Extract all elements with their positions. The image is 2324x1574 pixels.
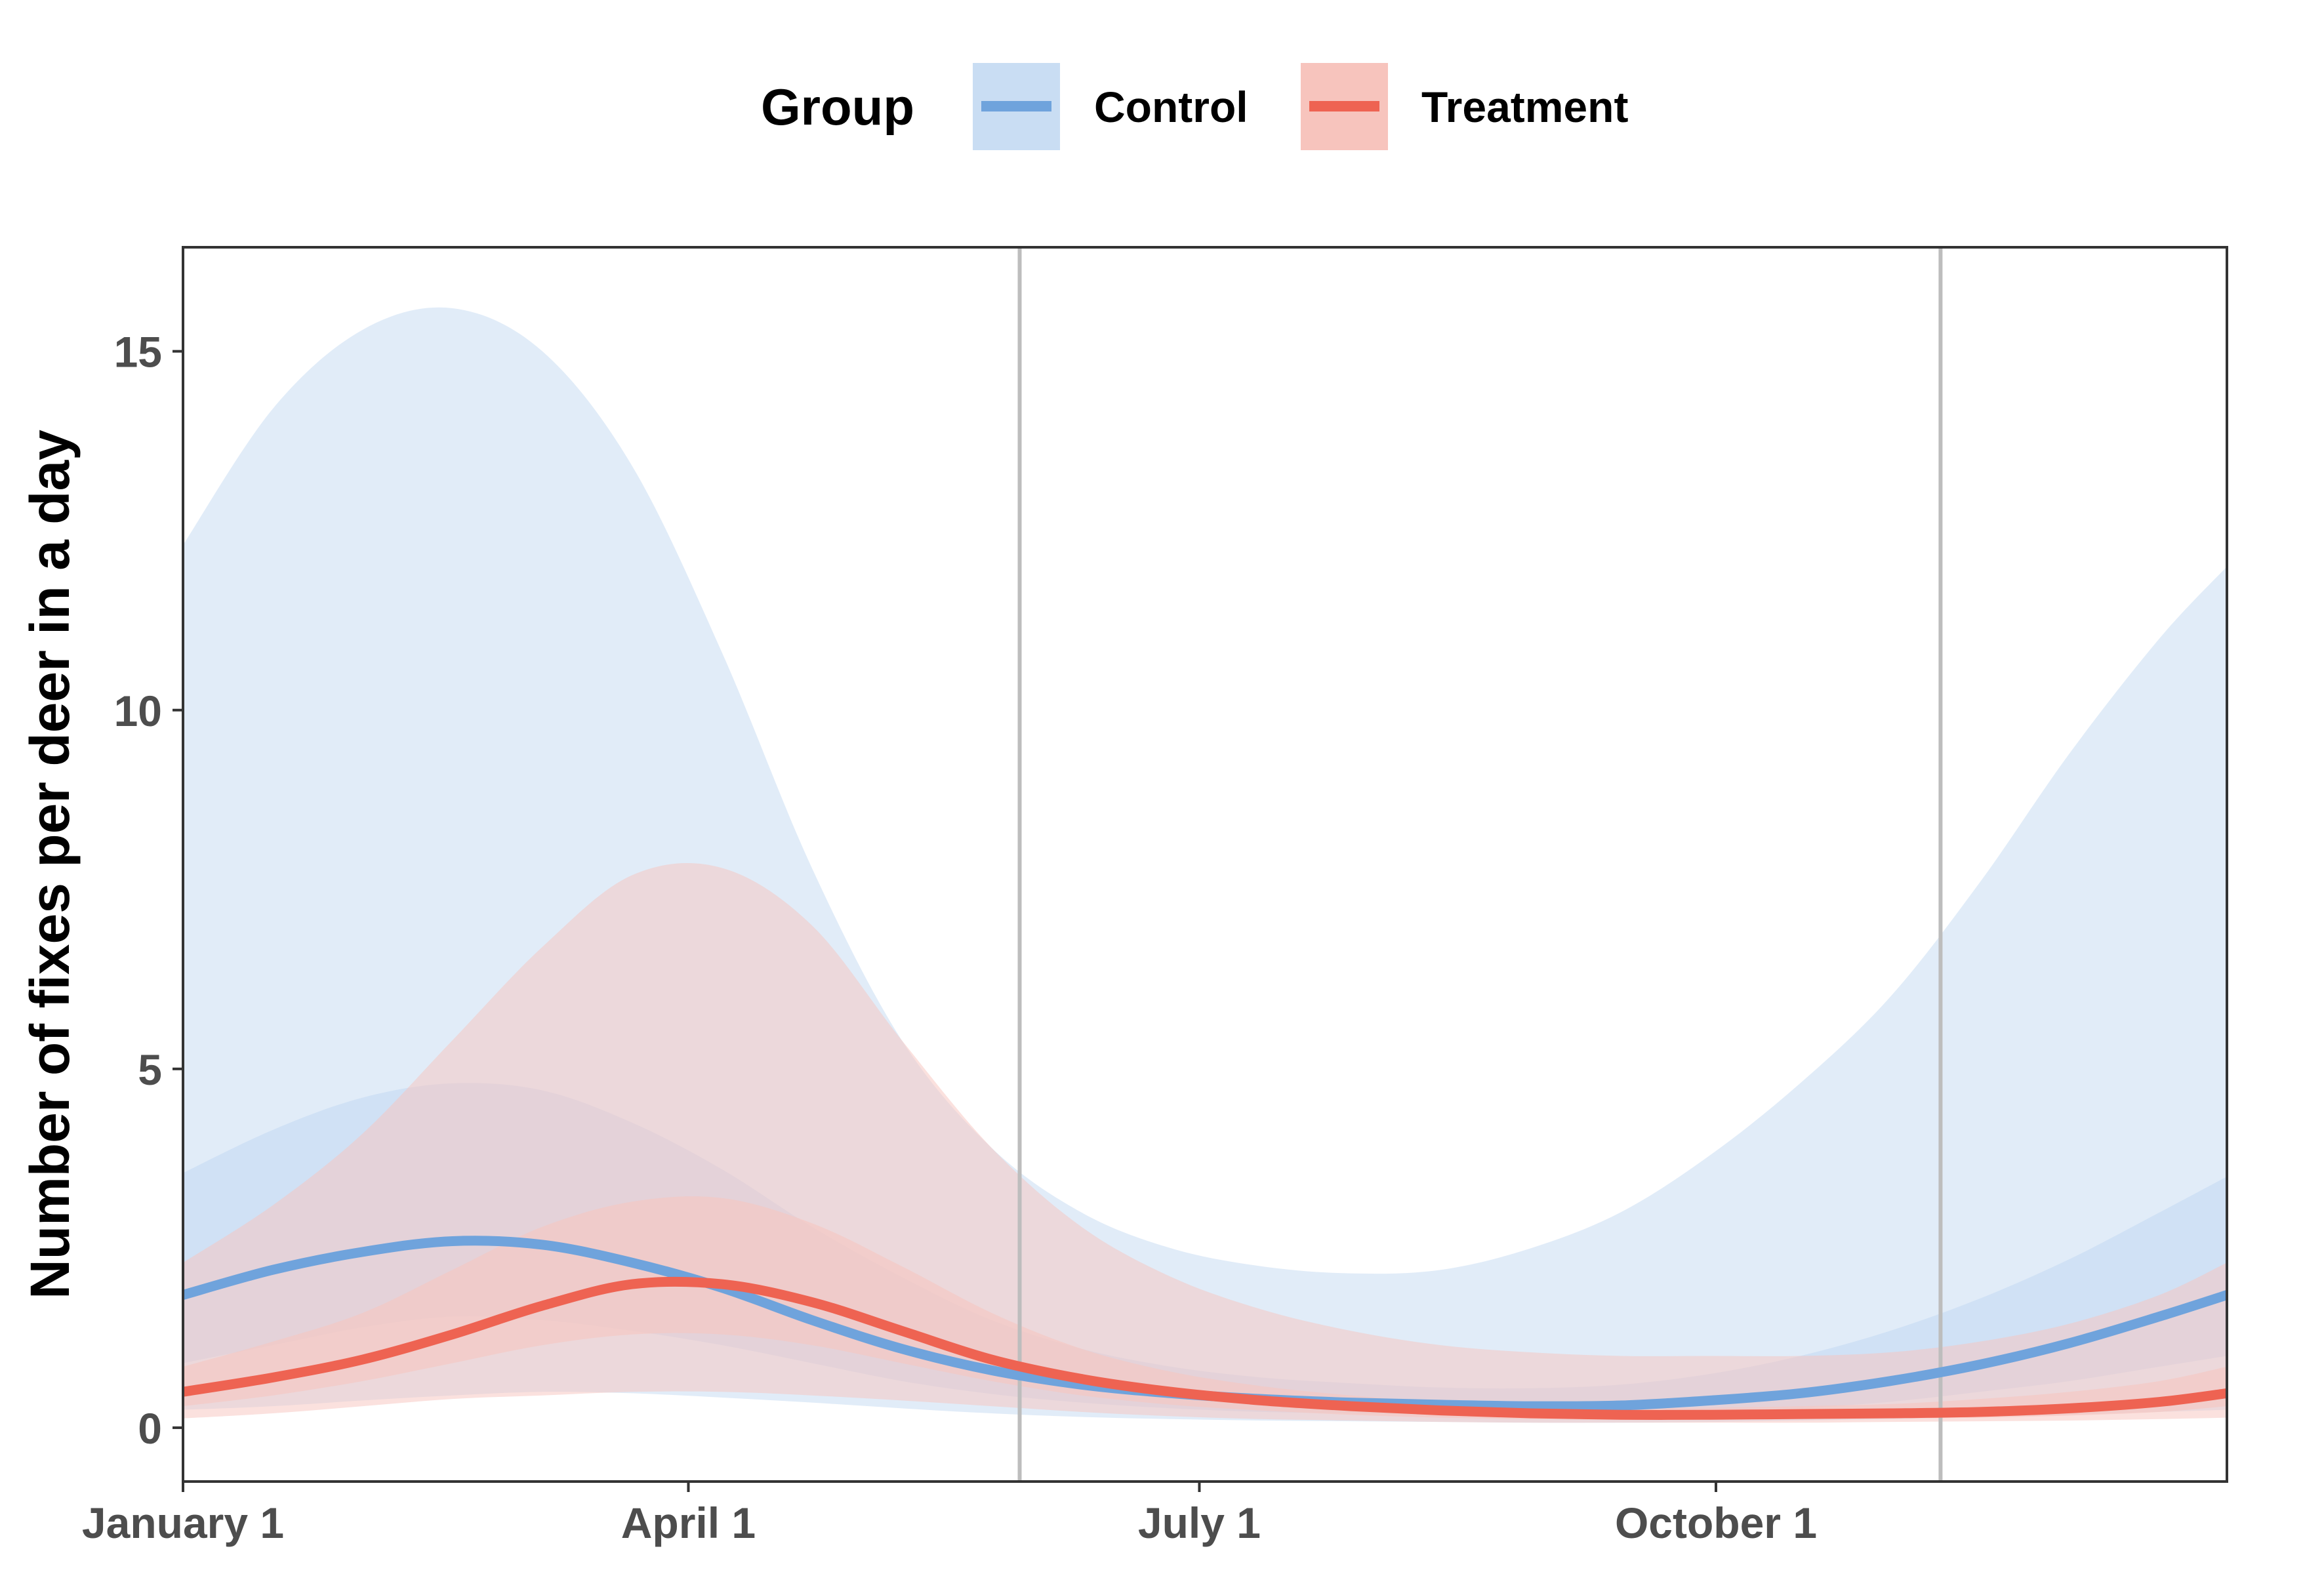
legend-item-treatment: Treatment	[1301, 63, 1628, 150]
series-lines	[183, 1236, 2227, 1420]
x-axis: January 1 April 1 July 1 October 1	[82, 1482, 1817, 1547]
x-tick-label-january-1: January 1	[82, 1499, 284, 1547]
y-tick-label-10: 10	[114, 687, 162, 735]
y-tick-label-5: 5	[138, 1045, 162, 1094]
x-tick-label-july-1: July 1	[1138, 1499, 1261, 1547]
y-tick-label-0: 0	[138, 1404, 162, 1453]
legend: Group Control Treatment	[761, 63, 1628, 150]
x-tick-label-april-1: April 1	[621, 1499, 756, 1547]
legend-label-treatment: Treatment	[1421, 83, 1628, 131]
legend-title: Group	[761, 78, 914, 136]
legend-label-control: Control	[1094, 83, 1248, 131]
legend-item-control: Control	[973, 63, 1248, 150]
plot-border	[182, 246, 2228, 1483]
y-tick-label-15: 15	[114, 328, 162, 376]
x-tick-label-october-1: October 1	[1615, 1499, 1817, 1547]
y-axis-title: Number of fixes per deer in a day	[19, 430, 81, 1299]
line-treatment	[183, 1276, 2227, 1420]
bands	[183, 307, 2227, 1423]
plot-area	[182, 246, 2228, 1483]
band-inner-treatment	[183, 1196, 2227, 1421]
y-axis: 0 5 10 15	[114, 328, 183, 1453]
reference-lines	[1017, 247, 1943, 1482]
